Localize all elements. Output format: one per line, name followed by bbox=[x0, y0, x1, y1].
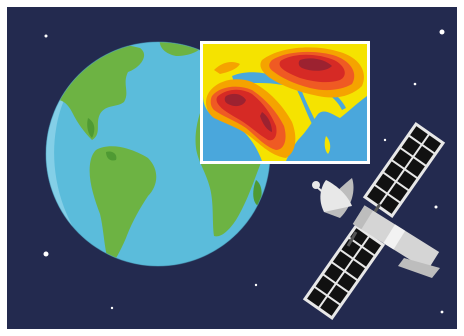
star bbox=[254, 283, 258, 287]
panel-cell bbox=[324, 263, 344, 283]
panel-cell bbox=[397, 170, 417, 190]
panel-cells bbox=[367, 126, 441, 214]
star bbox=[44, 34, 48, 38]
inset-madagascar bbox=[324, 136, 331, 154]
panel-strut bbox=[346, 231, 358, 247]
panel-cell bbox=[410, 126, 428, 144]
panel-cell bbox=[380, 195, 400, 214]
panel-cell bbox=[345, 260, 365, 279]
dish-front bbox=[320, 180, 352, 212]
body-band bbox=[383, 224, 406, 250]
heat-zone-core bbox=[224, 93, 246, 107]
star bbox=[413, 82, 417, 86]
heat-zone-core bbox=[298, 58, 332, 71]
panel-cell bbox=[388, 182, 408, 202]
panel-cell bbox=[328, 284, 348, 304]
panel-cell bbox=[405, 158, 425, 177]
body-end bbox=[352, 205, 373, 230]
satellite bbox=[302, 121, 446, 321]
panel-cell bbox=[414, 145, 434, 165]
satellite-body bbox=[352, 205, 440, 271]
central-america bbox=[87, 118, 95, 138]
star bbox=[383, 138, 387, 142]
solar-panel-upper bbox=[362, 121, 446, 219]
panel-cell bbox=[367, 185, 386, 205]
panel-cell bbox=[315, 275, 335, 295]
heatmap-inset-map bbox=[200, 41, 370, 164]
star bbox=[43, 251, 49, 257]
star bbox=[439, 29, 445, 35]
panel-cell bbox=[384, 161, 404, 181]
panel-cell bbox=[307, 287, 326, 307]
panel-cell bbox=[337, 272, 357, 292]
inset-europe bbox=[214, 62, 240, 74]
panel-cell bbox=[320, 297, 340, 316]
panel-cell bbox=[363, 237, 381, 255]
panel-cell bbox=[375, 173, 395, 193]
caribbean bbox=[106, 151, 117, 161]
inset-island bbox=[240, 49, 256, 57]
madagascar bbox=[253, 180, 262, 206]
body-nozzle bbox=[398, 258, 440, 278]
panel-cell bbox=[423, 135, 441, 153]
star bbox=[434, 205, 438, 209]
heat-zone-core bbox=[260, 112, 272, 132]
satellite-dish bbox=[312, 178, 354, 218]
panel-cell bbox=[354, 247, 374, 267]
dish-feed bbox=[312, 181, 320, 189]
star bbox=[110, 306, 114, 310]
solar-panel-lower bbox=[302, 223, 386, 321]
panel-cell bbox=[332, 251, 352, 270]
inset-red-sea bbox=[296, 86, 316, 124]
panel-cell bbox=[392, 149, 412, 168]
panel-cell bbox=[341, 238, 361, 258]
star bbox=[440, 310, 444, 314]
panel-cell bbox=[401, 136, 421, 156]
continent-south-america bbox=[89, 146, 157, 266]
panel-cells bbox=[307, 228, 381, 316]
